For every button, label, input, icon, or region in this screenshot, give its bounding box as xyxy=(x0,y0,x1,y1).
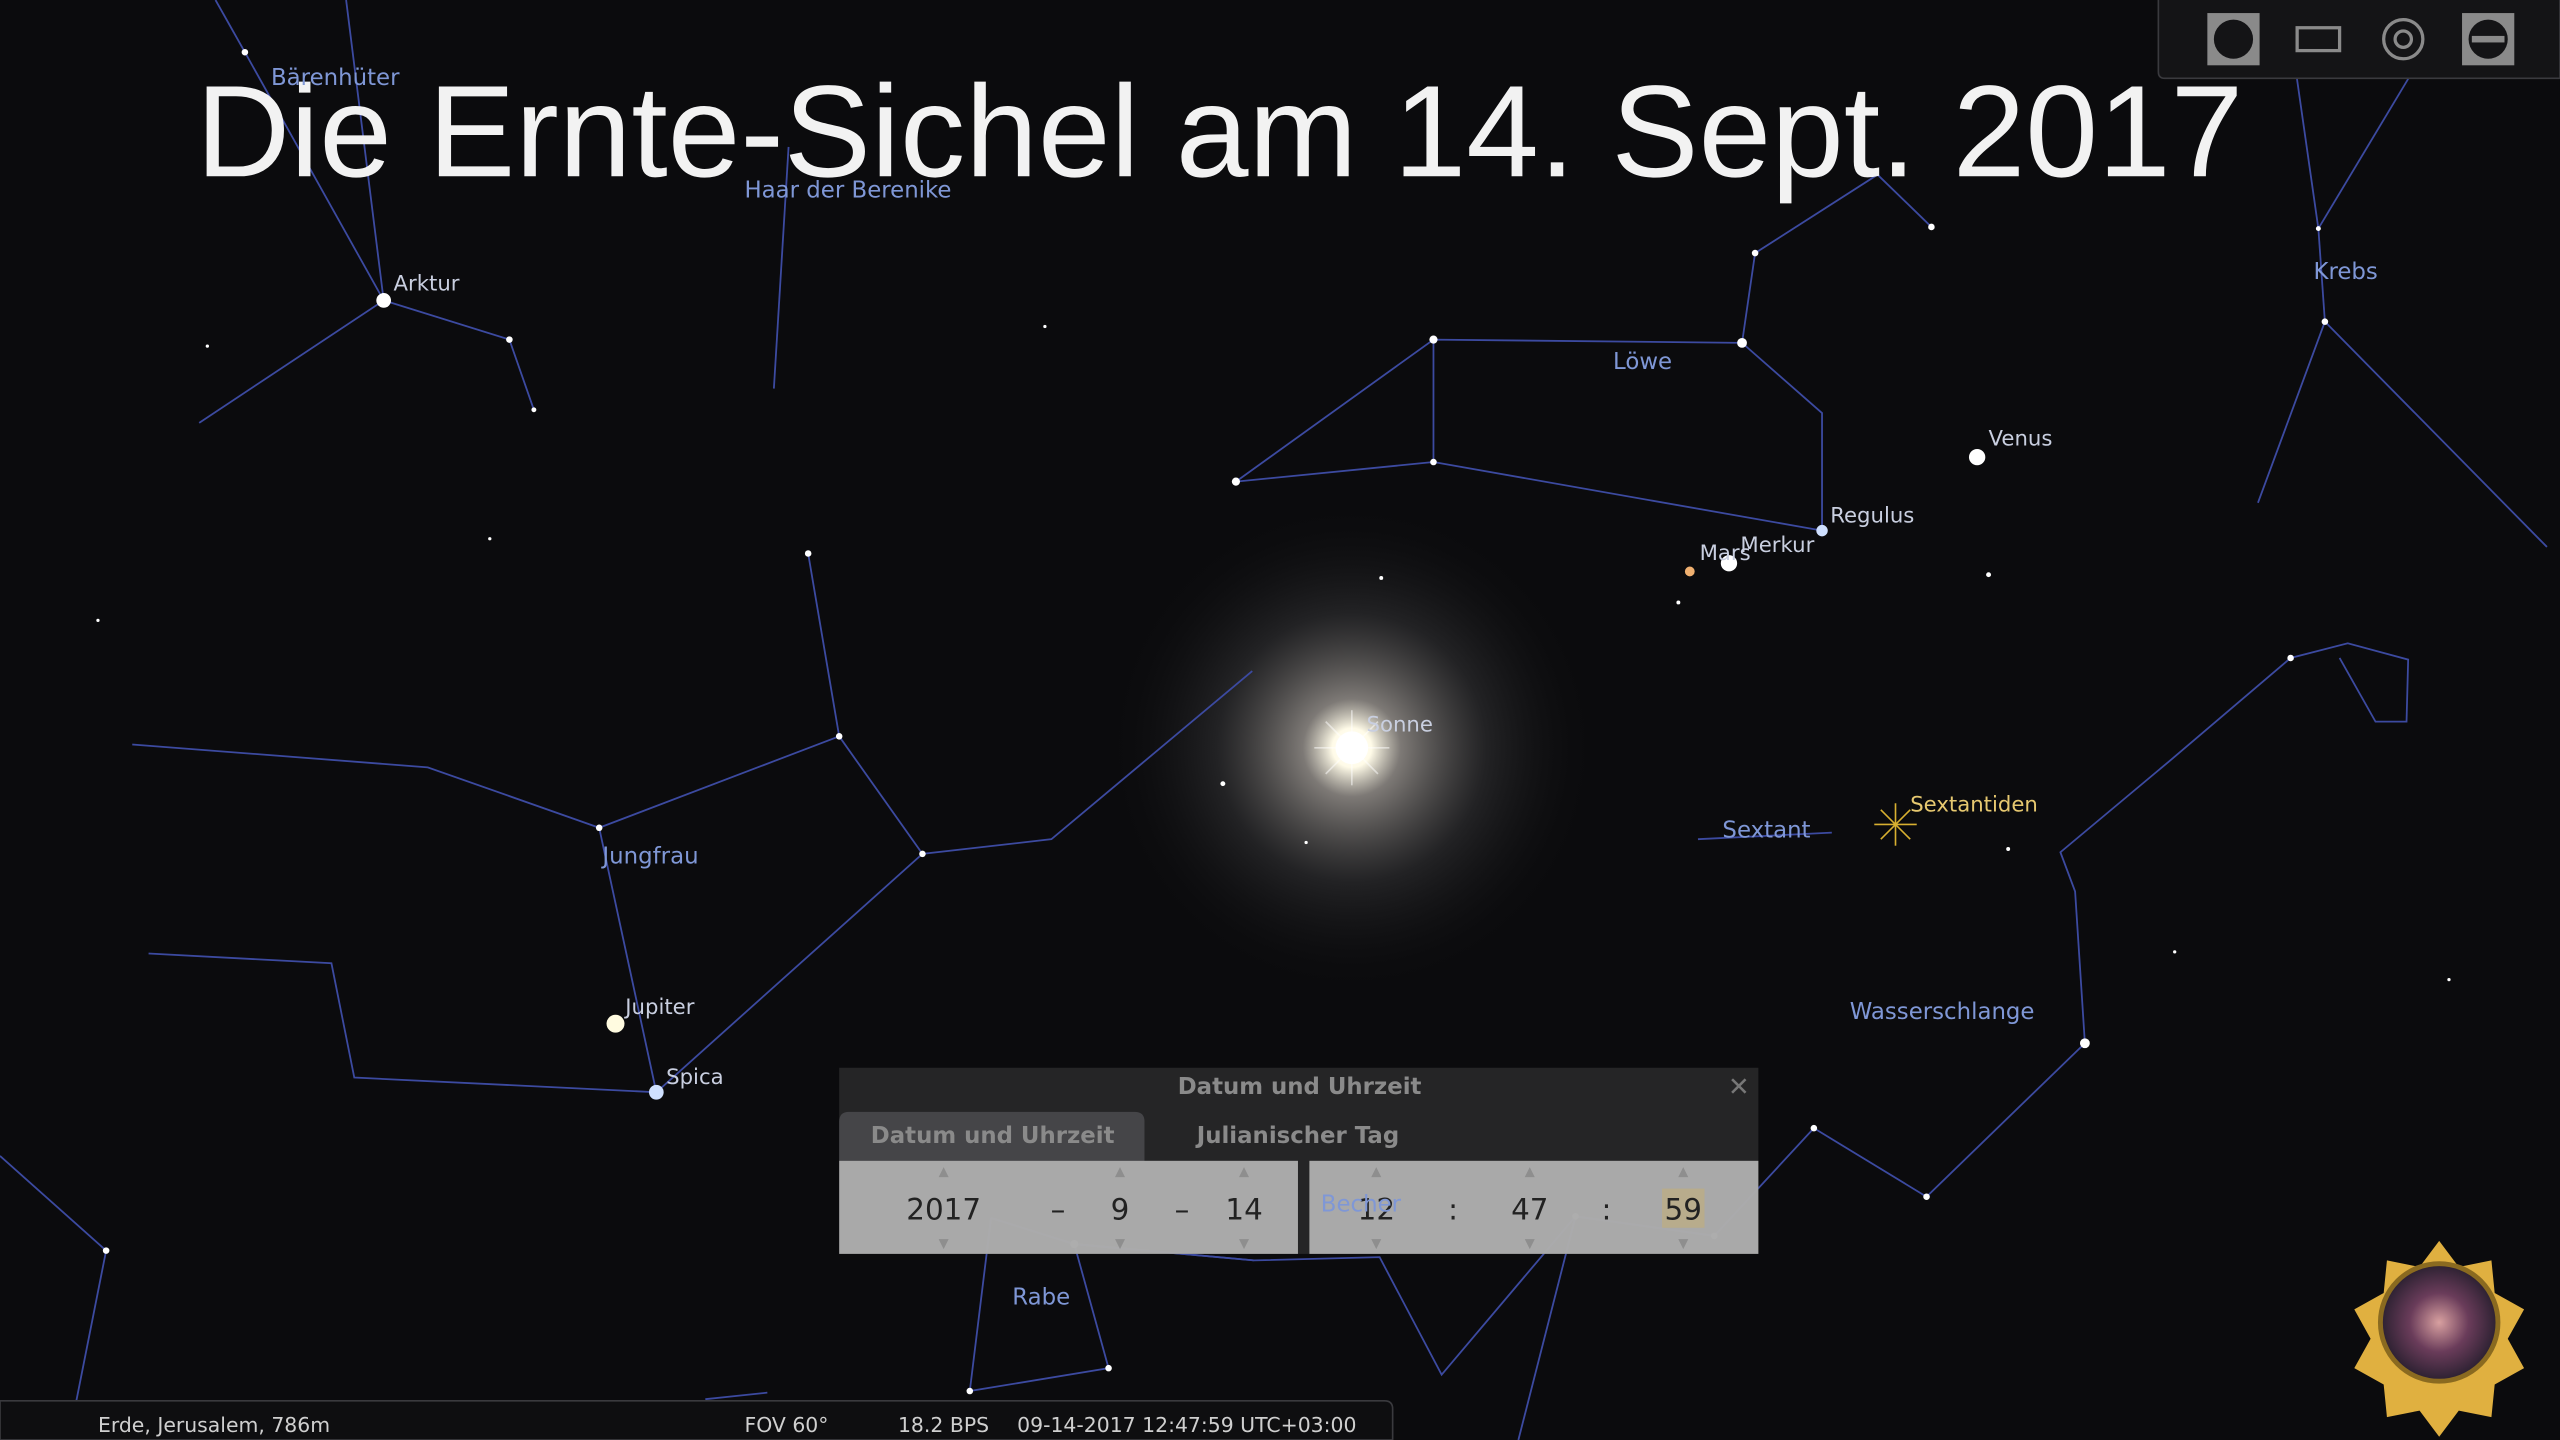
svg-text:▼: ▼ xyxy=(1525,1236,1535,1251)
day-field[interactable]: 14 xyxy=(1225,1193,1262,1227)
fov: FOV 60° xyxy=(744,1413,828,1437)
constellation-label: Sextant xyxy=(1722,818,1810,844)
page: Die Ernte-Sichel am 14. Sept. 2017 Bären… xyxy=(0,0,2560,1440)
svg-text:▲: ▲ xyxy=(939,1165,949,1180)
second-field[interactable]: 59 xyxy=(1665,1193,1702,1227)
status-bar: Erde, Jerusalem, 786m FOV 60° 18.2 BPS 0… xyxy=(0,1401,1393,1440)
close-button[interactable]: ✕ xyxy=(1728,1073,1750,1103)
svg-text:▼: ▼ xyxy=(939,1236,949,1251)
svg-text:▲: ▲ xyxy=(1371,1165,1381,1180)
constellation-label: Bärenhüter xyxy=(271,65,400,91)
star-label: Spica xyxy=(666,1065,724,1090)
toolbar-button[interactable] xyxy=(2462,13,2514,65)
location: Erde, Jerusalem, 786m xyxy=(98,1413,330,1437)
tab-label[interactable]: Datum und Uhrzeit xyxy=(871,1123,1115,1149)
svg-text:▼: ▼ xyxy=(1678,1236,1688,1251)
constellation-label: Haar der Berenike xyxy=(744,178,951,204)
month-field[interactable]: 9 xyxy=(1111,1193,1130,1227)
svg-text:▲: ▲ xyxy=(1239,1165,1249,1180)
separator: : xyxy=(1602,1193,1612,1227)
minute-field[interactable]: 47 xyxy=(1511,1193,1548,1227)
constellation-label: Rabe xyxy=(1012,1284,1070,1310)
tab-label[interactable]: Julianischer Tag xyxy=(1195,1123,1399,1149)
svg-text:▼: ▼ xyxy=(1239,1236,1249,1251)
constellation-label: Krebs xyxy=(2313,259,2377,285)
svg-text:▲: ▲ xyxy=(1678,1165,1688,1180)
meteor-shower-label: Sextantiden xyxy=(1910,792,2038,817)
svg-text:▼: ▼ xyxy=(1115,1236,1125,1251)
date-time-dialog: Datum und Uhrzeit ✕ Datum und Uhrzeit Ju… xyxy=(839,1068,1758,1254)
constellation-label: Wasserschlange xyxy=(1850,999,2035,1025)
svg-text:▲: ▲ xyxy=(1525,1165,1535,1180)
svg-text:▼: ▼ xyxy=(1371,1236,1381,1251)
planet-label: Venus xyxy=(1989,427,2053,452)
svg-text:▲: ▲ xyxy=(1115,1165,1125,1180)
planet-label: Merkur xyxy=(1740,533,1814,558)
sky-view: Die Ernte-Sichel am 14. Sept. 2017 Bären… xyxy=(0,0,2560,1440)
star-label: Arktur xyxy=(393,272,459,297)
dialog-title: Datum und Uhrzeit xyxy=(1178,1074,1422,1100)
constellation-label: Jungfrau xyxy=(600,844,698,870)
toolbar-button[interactable] xyxy=(2207,13,2259,65)
sun-label: Sonne xyxy=(1367,712,1433,737)
slide-title: Die Ernte-Sichel am 14. Sept. 2017 xyxy=(196,58,2243,204)
frame-rate: 18.2 BPS xyxy=(898,1413,989,1437)
constellation-label: Becher xyxy=(1321,1191,1402,1217)
separator: : xyxy=(1448,1193,1458,1227)
date-time: 09-14-2017 12:47:59 UTC+03:00 xyxy=(1017,1413,1356,1437)
planet-label: Jupiter xyxy=(623,995,694,1020)
year-field[interactable]: 2017 xyxy=(906,1193,981,1227)
star-label: Regulus xyxy=(1830,503,1914,528)
constellation-label: Löwe xyxy=(1613,349,1672,375)
separator: – xyxy=(1051,1193,1066,1227)
toolbar xyxy=(2158,0,2560,78)
separator: – xyxy=(1175,1193,1190,1227)
